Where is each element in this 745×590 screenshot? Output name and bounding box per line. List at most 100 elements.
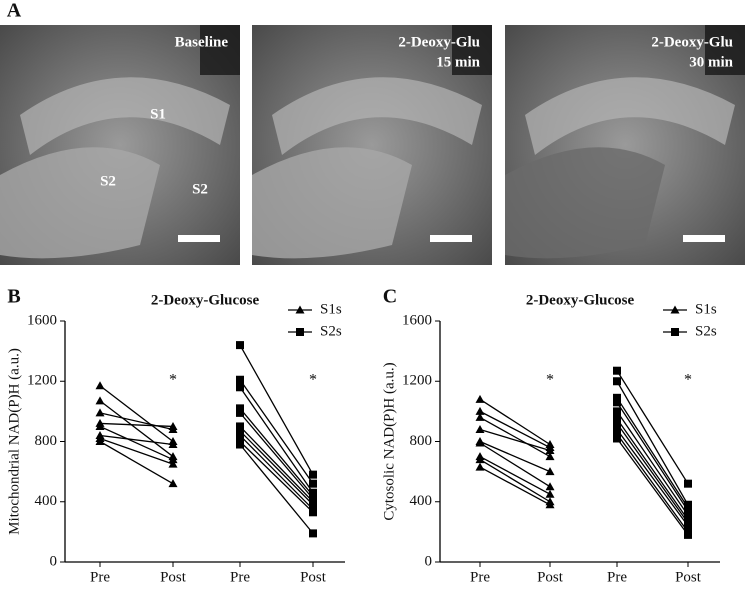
y-tick-label: 0 bbox=[425, 553, 433, 569]
legend-label: S2s bbox=[320, 323, 342, 339]
scale-bar bbox=[683, 235, 725, 242]
marker-triangle bbox=[295, 305, 305, 314]
image-caption: 2-Deoxy-Glu bbox=[398, 34, 480, 50]
marker-triangle bbox=[545, 452, 555, 461]
pair-line bbox=[239, 444, 314, 534]
marker-triangle bbox=[168, 455, 178, 464]
pair-line bbox=[239, 379, 314, 485]
y-tick-label: 1600 bbox=[402, 312, 432, 328]
marker-triangle bbox=[545, 482, 555, 491]
marker-square bbox=[309, 500, 317, 509]
marker-square bbox=[613, 429, 621, 438]
x-tick-label: Post bbox=[300, 569, 327, 585]
marker-square bbox=[613, 366, 621, 375]
pair-line bbox=[479, 416, 551, 458]
marker-triangle bbox=[475, 455, 485, 464]
marker-square bbox=[613, 419, 621, 428]
marker-triangle bbox=[545, 489, 555, 498]
marker-triangle bbox=[475, 424, 485, 433]
pair-line bbox=[239, 430, 314, 506]
marker-triangle bbox=[168, 479, 178, 488]
significance-mark: * bbox=[309, 372, 317, 389]
y-tick-label: 1200 bbox=[27, 373, 57, 389]
pair-line bbox=[479, 466, 551, 506]
marker-square bbox=[613, 393, 621, 402]
marker-square bbox=[684, 521, 692, 530]
pair-line bbox=[616, 397, 689, 509]
marker-triangle bbox=[670, 305, 680, 314]
scale-bar bbox=[178, 235, 220, 242]
legend-label: S2s bbox=[695, 323, 717, 339]
panel-label: A bbox=[7, 0, 22, 22]
marker-triangle bbox=[168, 440, 178, 449]
panel-label: B bbox=[7, 286, 20, 308]
marker-square bbox=[236, 408, 244, 417]
pair-line bbox=[479, 442, 551, 488]
tubule-outline bbox=[252, 147, 412, 259]
y-tick-label: 800 bbox=[35, 433, 58, 449]
pair-line bbox=[616, 429, 689, 527]
x-tick-label: Pre bbox=[607, 569, 627, 585]
pair-line bbox=[616, 433, 689, 533]
dark-corner bbox=[452, 25, 492, 75]
legend-label: S1s bbox=[320, 301, 342, 317]
y-tick-label: 400 bbox=[410, 493, 433, 509]
marker-triangle bbox=[545, 446, 555, 455]
marker-triangle bbox=[475, 462, 485, 471]
pair-line bbox=[239, 386, 314, 494]
y-axis-label: Mitochondrial NAD(P)H (a.u.) bbox=[6, 348, 22, 535]
marker-triangle bbox=[95, 421, 105, 430]
tubule-outline bbox=[20, 77, 230, 155]
x-tick-label: Pre bbox=[90, 569, 110, 585]
marker-square bbox=[309, 470, 317, 479]
marker-square bbox=[684, 511, 692, 520]
marker-square bbox=[236, 404, 244, 413]
marker-square bbox=[684, 506, 692, 515]
tubule-outline bbox=[505, 147, 665, 259]
marker-triangle bbox=[475, 406, 485, 415]
marker-square bbox=[236, 341, 244, 350]
y-tick-label: 0 bbox=[50, 553, 58, 569]
region-label: S2 bbox=[100, 173, 116, 189]
marker-square bbox=[613, 377, 621, 386]
pair-line bbox=[99, 412, 174, 431]
marker-square bbox=[613, 425, 621, 434]
pair-line bbox=[616, 401, 689, 512]
significance-mark: * bbox=[684, 372, 692, 389]
marker-square bbox=[613, 434, 621, 443]
marker-square bbox=[684, 530, 692, 539]
marker-square bbox=[613, 407, 621, 416]
tubule-outline bbox=[272, 77, 482, 155]
pair-line bbox=[239, 425, 314, 503]
marker-triangle bbox=[475, 394, 485, 403]
pair-line bbox=[239, 412, 314, 500]
pair-line bbox=[99, 437, 174, 465]
y-tick-label: 1200 bbox=[402, 373, 432, 389]
marker-square bbox=[296, 328, 304, 336]
pair-line bbox=[616, 370, 689, 485]
scale-bar bbox=[430, 235, 472, 242]
x-tick-label: Post bbox=[537, 569, 564, 585]
tubule-outline bbox=[0, 147, 160, 259]
x-tick-label: Pre bbox=[230, 569, 250, 585]
marker-triangle bbox=[95, 396, 105, 405]
marker-square bbox=[613, 414, 621, 423]
marker-square bbox=[236, 431, 244, 440]
x-tick-label: Pre bbox=[470, 569, 490, 585]
dark-corner bbox=[200, 25, 240, 75]
pair-line bbox=[616, 411, 689, 516]
marker-square bbox=[236, 375, 244, 384]
pair-line bbox=[479, 410, 551, 449]
marker-square bbox=[236, 383, 244, 392]
marker-square bbox=[684, 479, 692, 488]
image-caption: Baseline bbox=[175, 34, 229, 50]
marker-triangle bbox=[95, 381, 105, 390]
marker-square bbox=[309, 479, 317, 488]
marker-triangle bbox=[168, 421, 178, 430]
marker-square bbox=[236, 440, 244, 449]
region-label: S1 bbox=[150, 106, 166, 122]
chart-title: 2-Deoxy-Glucose bbox=[526, 292, 635, 308]
y-axis-label: Cytosolic NAD(P)H (a.u.) bbox=[381, 362, 397, 520]
image-caption: 30 min bbox=[689, 54, 733, 70]
